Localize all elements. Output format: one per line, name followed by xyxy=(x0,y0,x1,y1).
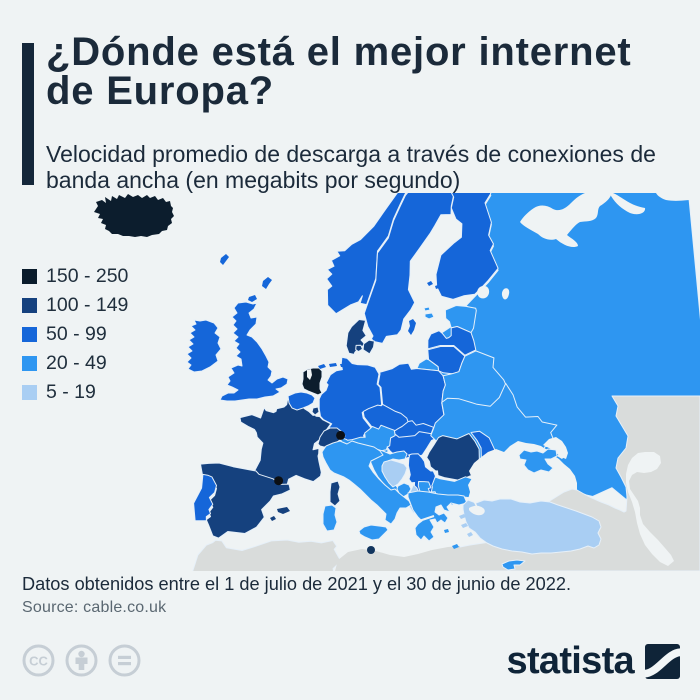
svg-text:CC: CC xyxy=(29,654,48,669)
